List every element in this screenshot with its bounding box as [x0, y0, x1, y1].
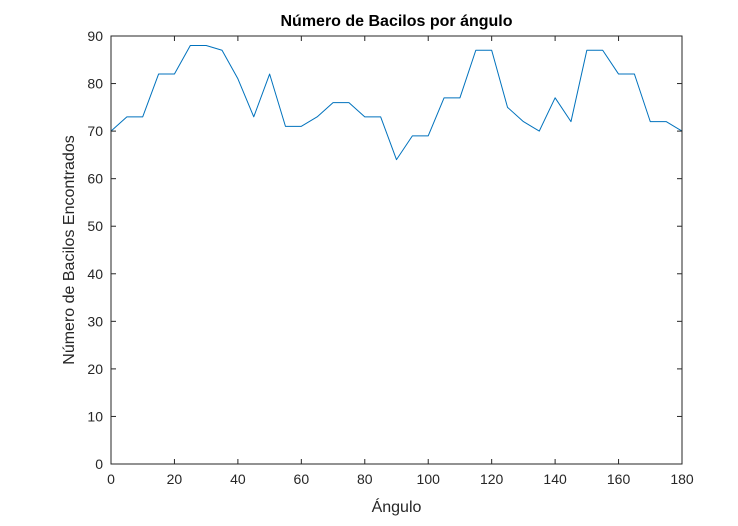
x-tick-label: 20: [167, 471, 183, 487]
x-tick-label: 0: [107, 471, 115, 487]
x-tick-label: 40: [230, 471, 246, 487]
y-tick-label: 50: [87, 218, 103, 234]
series-line-1: [110, 45, 683, 161]
x-tick-label: 160: [607, 471, 631, 487]
y-axis-label: Número de Bacilos Encontrados: [61, 135, 78, 364]
x-tick-label: 120: [480, 471, 504, 487]
y-tick-label: 10: [87, 408, 103, 424]
x-axis-label: Ángulo: [372, 497, 422, 516]
y-tick-label: 30: [87, 313, 103, 329]
x-tick-label: 140: [543, 471, 567, 487]
chart-title: Número de Bacilos por ángulo: [280, 13, 512, 30]
y-axis: 0 10 20 30 40 50 60 70 80 90: [87, 28, 682, 472]
y-tick-label: 20: [87, 361, 103, 377]
y-tick-label: 40: [87, 266, 103, 282]
axes-box: [110, 35, 683, 465]
y-tick-label: 90: [87, 28, 103, 44]
y-tick-label: 0: [95, 456, 103, 472]
x-tick-label: 100: [417, 471, 441, 487]
y-tick-label: 70: [87, 123, 103, 139]
plot-area: [111, 36, 682, 464]
x-tick-label: 180: [670, 471, 694, 487]
x-axis: 0 20 40 60 80 100 120 140 160 180: [107, 36, 694, 487]
x-tick-label: 60: [294, 471, 310, 487]
y-tick-label: 60: [87, 171, 103, 187]
y-tick-label: 80: [87, 76, 103, 92]
x-tick-label: 80: [357, 471, 373, 487]
